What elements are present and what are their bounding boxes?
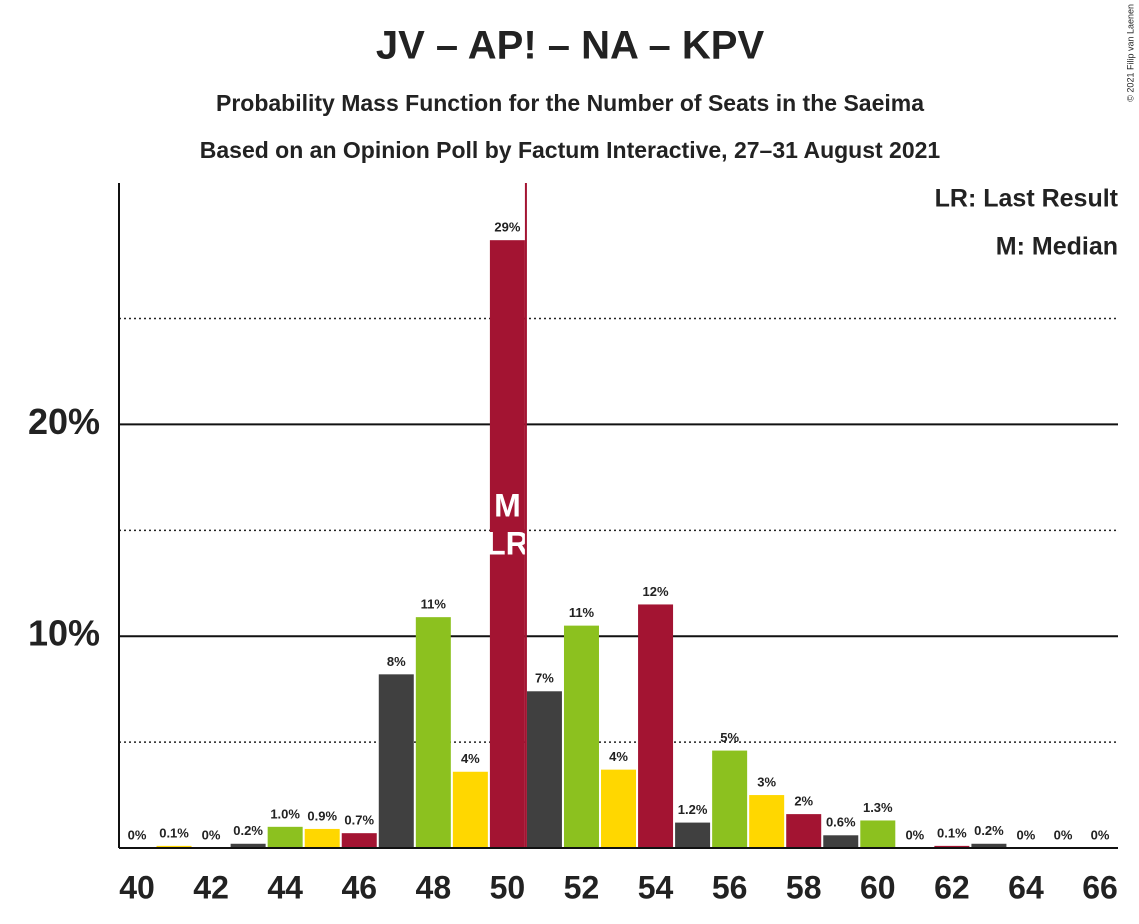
value-label: 0.1% (159, 825, 189, 840)
bar (749, 795, 785, 848)
legend-entry: M: Median (996, 233, 1118, 261)
value-label: 2% (794, 794, 813, 809)
x-tick-label: 62 (934, 869, 970, 905)
x-tick-label: 40 (119, 869, 155, 905)
value-label: 0% (1054, 827, 1073, 842)
bar (971, 843, 1007, 848)
value-label: 12% (643, 584, 669, 599)
value-label: 0% (1017, 827, 1036, 842)
bar (452, 771, 488, 848)
y-tick-label: 10% (28, 613, 100, 654)
legend-entry: LR: Last Result (935, 185, 1119, 213)
value-label: 0% (1091, 827, 1110, 842)
x-tick-label: 42 (193, 869, 229, 905)
value-label: 0.1% (937, 825, 967, 840)
bar (156, 845, 192, 848)
bar (267, 826, 303, 848)
value-label: 1.3% (863, 800, 893, 815)
value-label: 0.7% (344, 813, 374, 828)
x-tick-label: 66 (1082, 869, 1118, 905)
value-label: 0.2% (974, 823, 1004, 838)
value-label: 29% (494, 220, 520, 235)
bar (601, 769, 637, 848)
value-label: 1.2% (678, 802, 708, 817)
value-label: 0.6% (826, 815, 856, 830)
x-tick-label: 50 (490, 869, 526, 905)
value-label: 3% (757, 774, 776, 789)
value-label: 8% (387, 654, 406, 669)
marker-label: M (494, 487, 521, 523)
bar (823, 835, 859, 848)
value-label: 4% (461, 751, 480, 766)
bar (786, 814, 822, 848)
bar (563, 625, 599, 848)
bar (341, 833, 377, 848)
bar (489, 240, 525, 849)
bar (526, 691, 562, 848)
x-tick-label: 60 (860, 869, 896, 905)
y-tick-label: 20% (28, 401, 100, 442)
value-label: 11% (569, 605, 595, 620)
bar (415, 617, 451, 848)
bar (712, 750, 748, 848)
value-label: 0.2% (233, 823, 263, 838)
value-label: 4% (609, 749, 628, 764)
chart-subtitle: Probability Mass Function for the Number… (216, 90, 924, 116)
value-label: 1.0% (270, 806, 300, 821)
copyright: © 2021 Filip van Laenen (1125, 4, 1135, 102)
x-tick-label: 48 (416, 869, 452, 905)
x-tick-label: 52 (564, 869, 600, 905)
bar (860, 820, 896, 848)
bar (934, 845, 970, 848)
marker-label: LR (486, 525, 529, 561)
x-tick-label: 44 (267, 869, 303, 905)
x-tick-label: 64 (1008, 869, 1044, 905)
x-tick-label: 58 (786, 869, 822, 905)
value-label: 0.9% (307, 808, 337, 823)
x-tick-label: 54 (638, 869, 674, 905)
bar (638, 604, 674, 848)
value-label: 0% (905, 827, 924, 842)
x-tick-label: 46 (341, 869, 377, 905)
value-label: 0% (202, 827, 221, 842)
value-label: 11% (421, 597, 447, 612)
x-tick-label: 56 (712, 869, 748, 905)
bar (675, 822, 711, 848)
bar (304, 828, 340, 848)
bar (230, 843, 266, 848)
value-label: 7% (535, 671, 554, 686)
value-label: 5% (720, 730, 739, 745)
bar (378, 674, 414, 848)
chart-subtitle: Based on an Opinion Poll by Factum Inter… (200, 137, 941, 163)
value-label: 0% (128, 827, 147, 842)
chart-title: JV – AP! – NA – KPV (376, 24, 765, 68)
